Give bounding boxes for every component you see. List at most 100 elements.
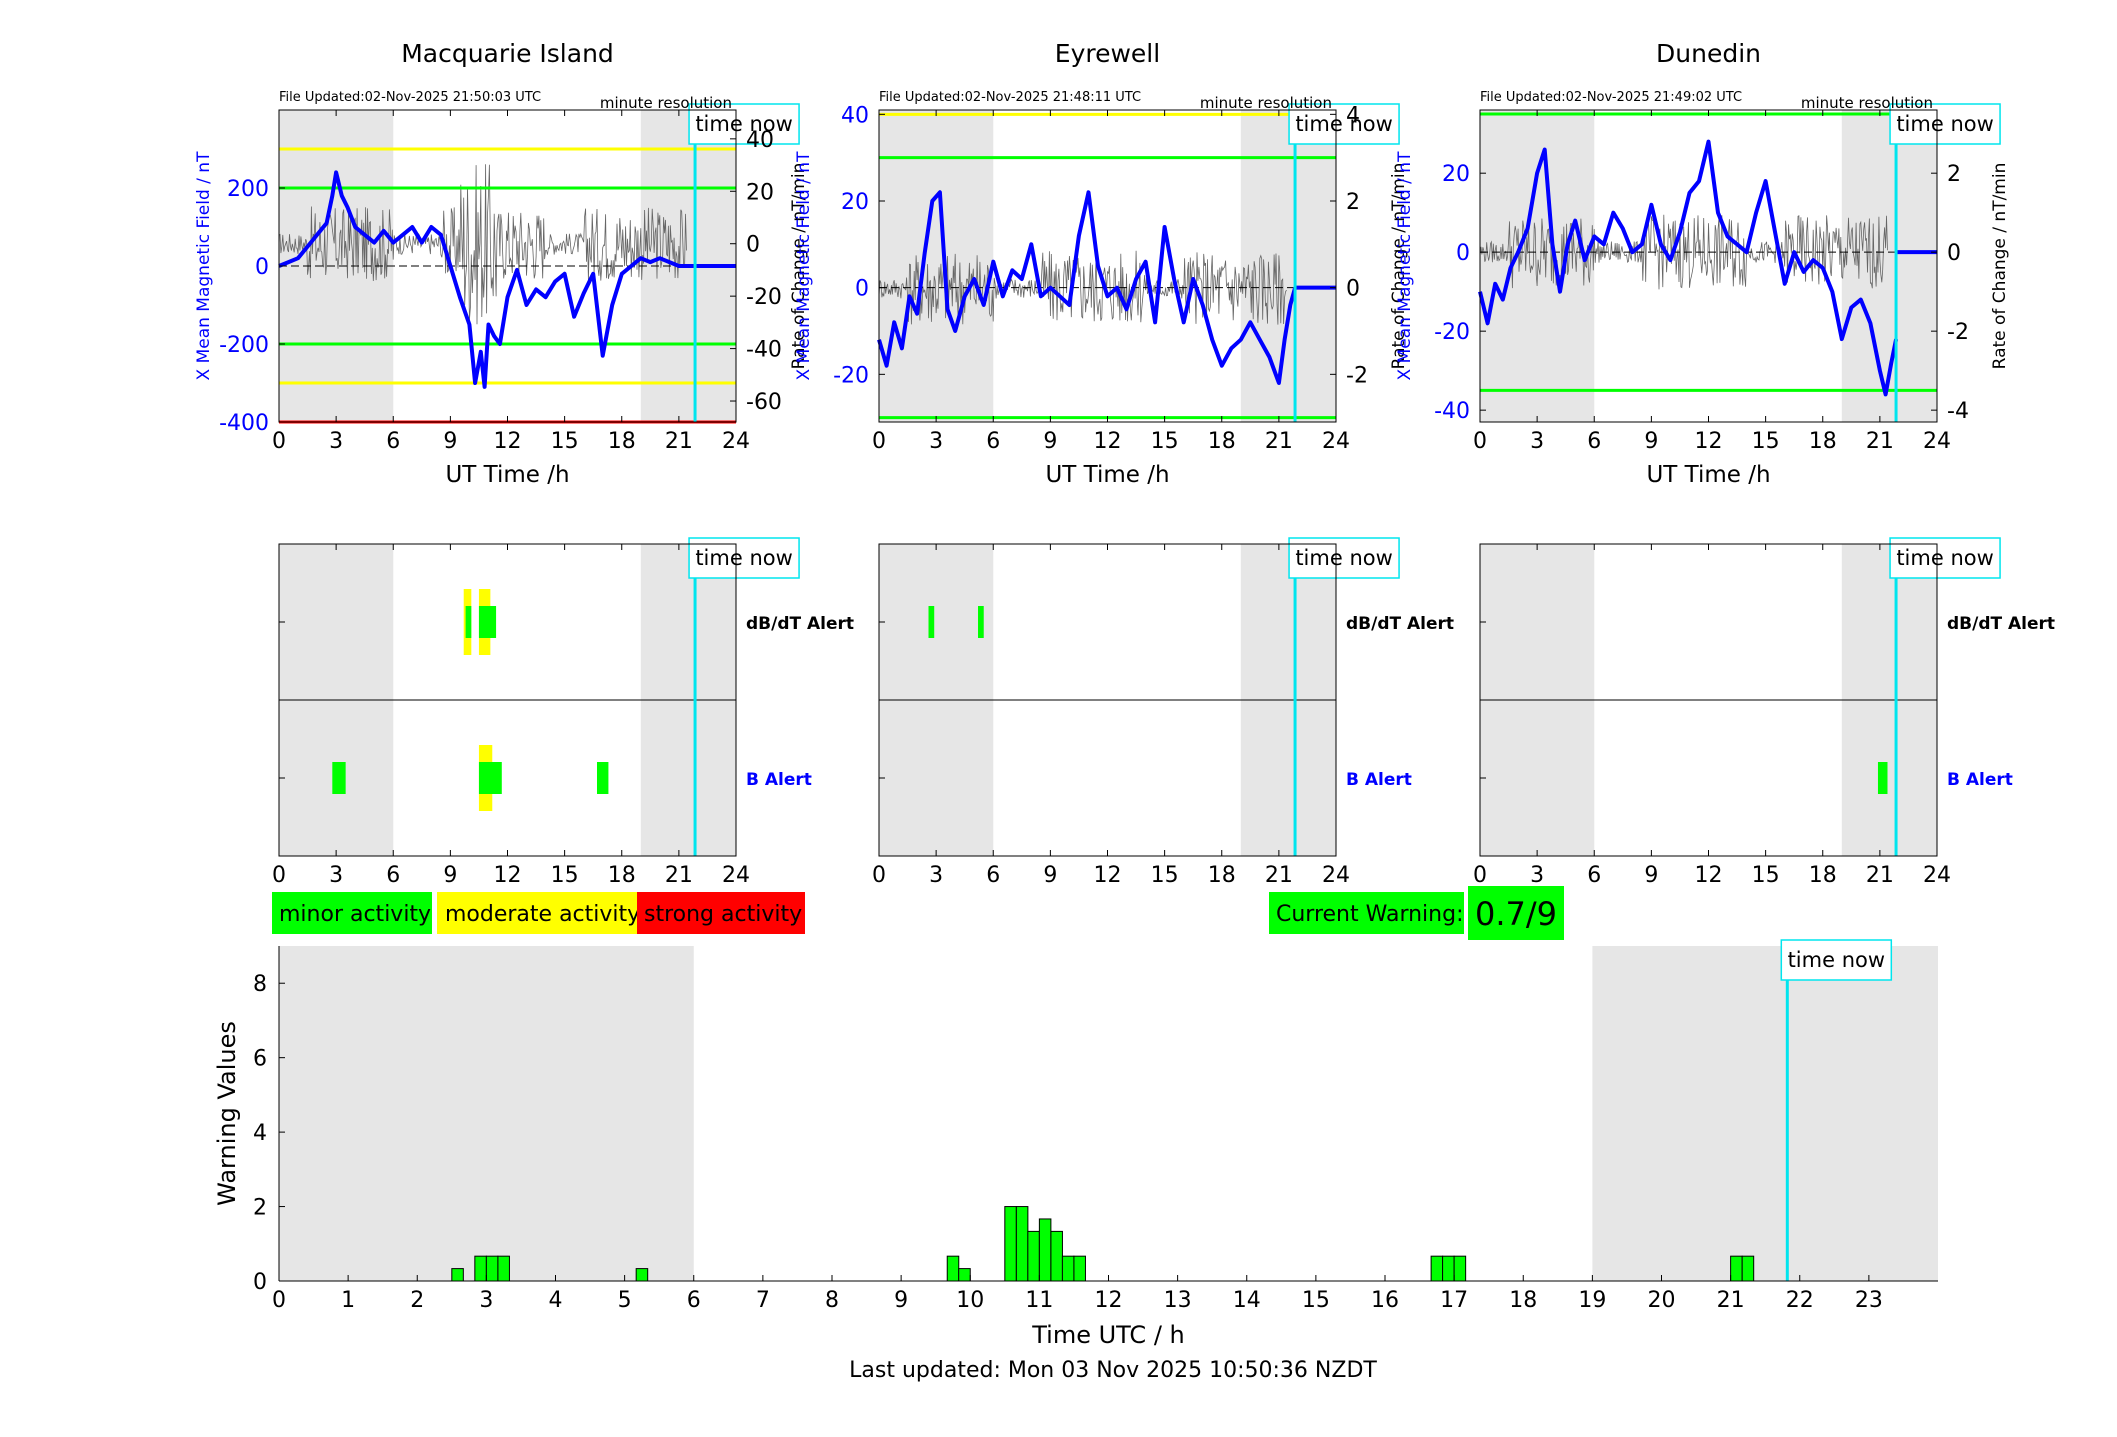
station-eyrewell-ylabel: X Mean Magnetic Field / nT [794, 151, 814, 381]
warning-values-bar [946, 1255, 960, 1282]
station-macquarie-island-ytick-right-label: 0 [746, 233, 760, 258]
station-dunedin-xtick-label: 0 [1473, 429, 1487, 454]
warning-values-ytick-label: 8 [253, 972, 267, 997]
station-dunedin-rate-of-change-series [1479, 214, 1888, 290]
station-dunedin-xtick-label: 18 [1809, 429, 1837, 454]
eyrewell-alerts-time-now-label: time now [1295, 546, 1392, 570]
station-macquarie-island-file-updated: File Updated:02-Nov-2025 21:50:03 UTC [279, 90, 541, 105]
station-dunedin-ytick-right-label: 0 [1947, 241, 1961, 266]
eyrewell-alerts-xtick-label: 24 [1322, 863, 1350, 888]
eyrewell-alerts-row-label-b: B Alert [1346, 770, 1412, 790]
warning-values-xtick-label: 17 [1440, 1288, 1468, 1313]
warning-values-time-now-box [1780, 939, 1893, 981]
station-eyrewell-ytick-label: -20 [833, 363, 869, 388]
legend-strong-label: strong activity [644, 902, 802, 927]
warning-values-xtick-label: 1 [341, 1288, 355, 1313]
station-eyrewell-night-band-1 [1240, 110, 1336, 422]
station-macquarie-island-xtick-label: 21 [665, 429, 693, 454]
current-warning-value: 0.7/9 [1475, 895, 1557, 933]
warning-values-xtick-label: 2 [410, 1288, 424, 1313]
station-macquarie-island-ylabel-right: Rate of Change / nT/min [789, 163, 809, 370]
eyrewell-alerts-alert-minor-1 [978, 606, 984, 638]
station-eyrewell-xtick-label: 12 [1094, 429, 1122, 454]
dunedin-alerts-xtick-label: 3 [1530, 863, 1544, 888]
station-dunedin-ytick-label: 0 [1456, 241, 1470, 266]
station-eyrewell-file-updated: File Updated:02-Nov-2025 21:48:11 UTC [879, 90, 1141, 105]
macquarie-island-alerts-alert-minor-4 [332, 762, 346, 794]
eyrewell-alerts-alert-minor-0 [928, 606, 935, 638]
station-macquarie-island-ytick-right-label: 20 [746, 180, 774, 205]
warning-values-bar [1027, 1230, 1040, 1282]
dunedin-alerts-xtick-label: 15 [1752, 863, 1780, 888]
station-dunedin-xtick-label: 21 [1866, 429, 1894, 454]
warning-values-xlabel: Time UTC / h [1031, 1321, 1185, 1349]
macquarie-island-alerts-alert-minor-6 [478, 762, 502, 794]
macquarie-island-alerts-xtick-label: 18 [608, 863, 636, 888]
macquarie-island-alerts-xtick-label: 21 [665, 863, 693, 888]
dunedin-alerts-xtick-label: 6 [1587, 863, 1601, 888]
macquarie-island-alerts-xtick-label: 9 [443, 863, 457, 888]
station-macquarie-island-resolution: minute resolution [600, 94, 732, 112]
station-dunedin-xtick-label: 15 [1752, 429, 1780, 454]
station-dunedin-title: Dunedin [1656, 39, 1761, 68]
station-eyrewell-xtick-label: 24 [1322, 429, 1350, 454]
warning-values-xtick-label: 21 [1717, 1288, 1745, 1313]
station-dunedin-ylabel-right: Rate of Change / nT/min [1990, 163, 2010, 370]
warning-values-xtick-label: 16 [1371, 1288, 1399, 1313]
station-eyrewell-ytick-label: 20 [841, 190, 869, 215]
station-macquarie-island-ytick-right-label: 40 [746, 128, 774, 153]
station-macquarie-island-ytick-right-label: -40 [746, 338, 782, 363]
station-eyrewell-ytick-label: 0 [855, 277, 869, 302]
macquarie-island-alerts-xtick-label: 0 [272, 863, 286, 888]
station-macquarie-island-ytick-label: 200 [227, 177, 269, 202]
station-eyrewell-ytick-right-label: -2 [1346, 363, 1368, 388]
station-macquarie-island-field-series [278, 170, 696, 389]
station-eyrewell-xtick-label: 3 [929, 429, 943, 454]
warning-values-ytick-label: 6 [253, 1047, 267, 1072]
station-eyrewell-field-series [877, 190, 1298, 385]
macquarie-island-alerts-xtick-label: 15 [551, 863, 579, 888]
station-dunedin-ytick-right-label: 2 [1947, 162, 1961, 187]
eyrewell-alerts-xtick-label: 15 [1151, 863, 1179, 888]
eyrewell-alerts-chart: time now 0 3 6 9 12 15 18 21 24 dB/dT Alert B Alert [872, 537, 1454, 888]
station-macquarie-island-xtick-label: 18 [608, 429, 636, 454]
eyrewell-alerts-xtick-label: 3 [929, 863, 943, 888]
warning-values-xtick-label: 8 [825, 1288, 839, 1313]
eyrewell-alerts-xtick-label: 0 [872, 863, 886, 888]
station-macquarie-island-xtick-label: 24 [722, 429, 750, 454]
current-warning-label: Current Warning: [1276, 902, 1463, 927]
legend-minor-label: minor activity [279, 902, 431, 927]
warning-values-ytick-label: 2 [253, 1196, 267, 1221]
station-eyrewell-xtick-label: 15 [1151, 429, 1179, 454]
warning-values-xtick-label: 0 [272, 1288, 286, 1313]
station-eyrewell-ytick-right-label: 2 [1346, 190, 1360, 215]
station-dunedin-ylabel: X Mean Magnetic Field / nT [1395, 151, 1415, 381]
station-dunedin-ytick-label: -20 [1434, 320, 1470, 345]
station-dunedin-ytick-label: -40 [1434, 399, 1470, 424]
station-dunedin-ytick-right-label: -2 [1947, 320, 1969, 345]
station-macquarie-island-title: Macquarie Island [401, 39, 614, 68]
warning-values-night-band-1 [1592, 946, 1938, 1281]
station-dunedin-time-now-label: time now [1896, 112, 1993, 136]
station-macquarie-island-ytick-right-label: -20 [746, 285, 782, 310]
macquarie-island-alerts-xtick-label: 12 [494, 863, 522, 888]
warning-values-bar [1453, 1255, 1467, 1282]
warning-values-bar [958, 1268, 971, 1282]
dunedin-alerts-xtick-label: 9 [1644, 863, 1658, 888]
warning-values-bar [1050, 1230, 1063, 1282]
legend-moderate-label: moderate activity [445, 902, 640, 927]
warning-values-bar [474, 1255, 487, 1282]
warning-values-ytick-label: 4 [253, 1121, 267, 1146]
station-dunedin-resolution: minute resolution [1801, 94, 1933, 112]
station-macquarie-island-time-now-box [688, 103, 800, 145]
station-eyrewell-resolution: minute resolution [1200, 94, 1332, 112]
warning-values-xtick-label: 9 [894, 1288, 908, 1313]
legend-minor-swatch [272, 892, 432, 934]
current-warning-value-box [1468, 886, 1564, 940]
macquarie-island-alerts-xtick-label: 24 [722, 863, 750, 888]
station-eyrewell-xtick-label: 6 [986, 429, 1000, 454]
legend-strong-swatch [637, 892, 805, 934]
